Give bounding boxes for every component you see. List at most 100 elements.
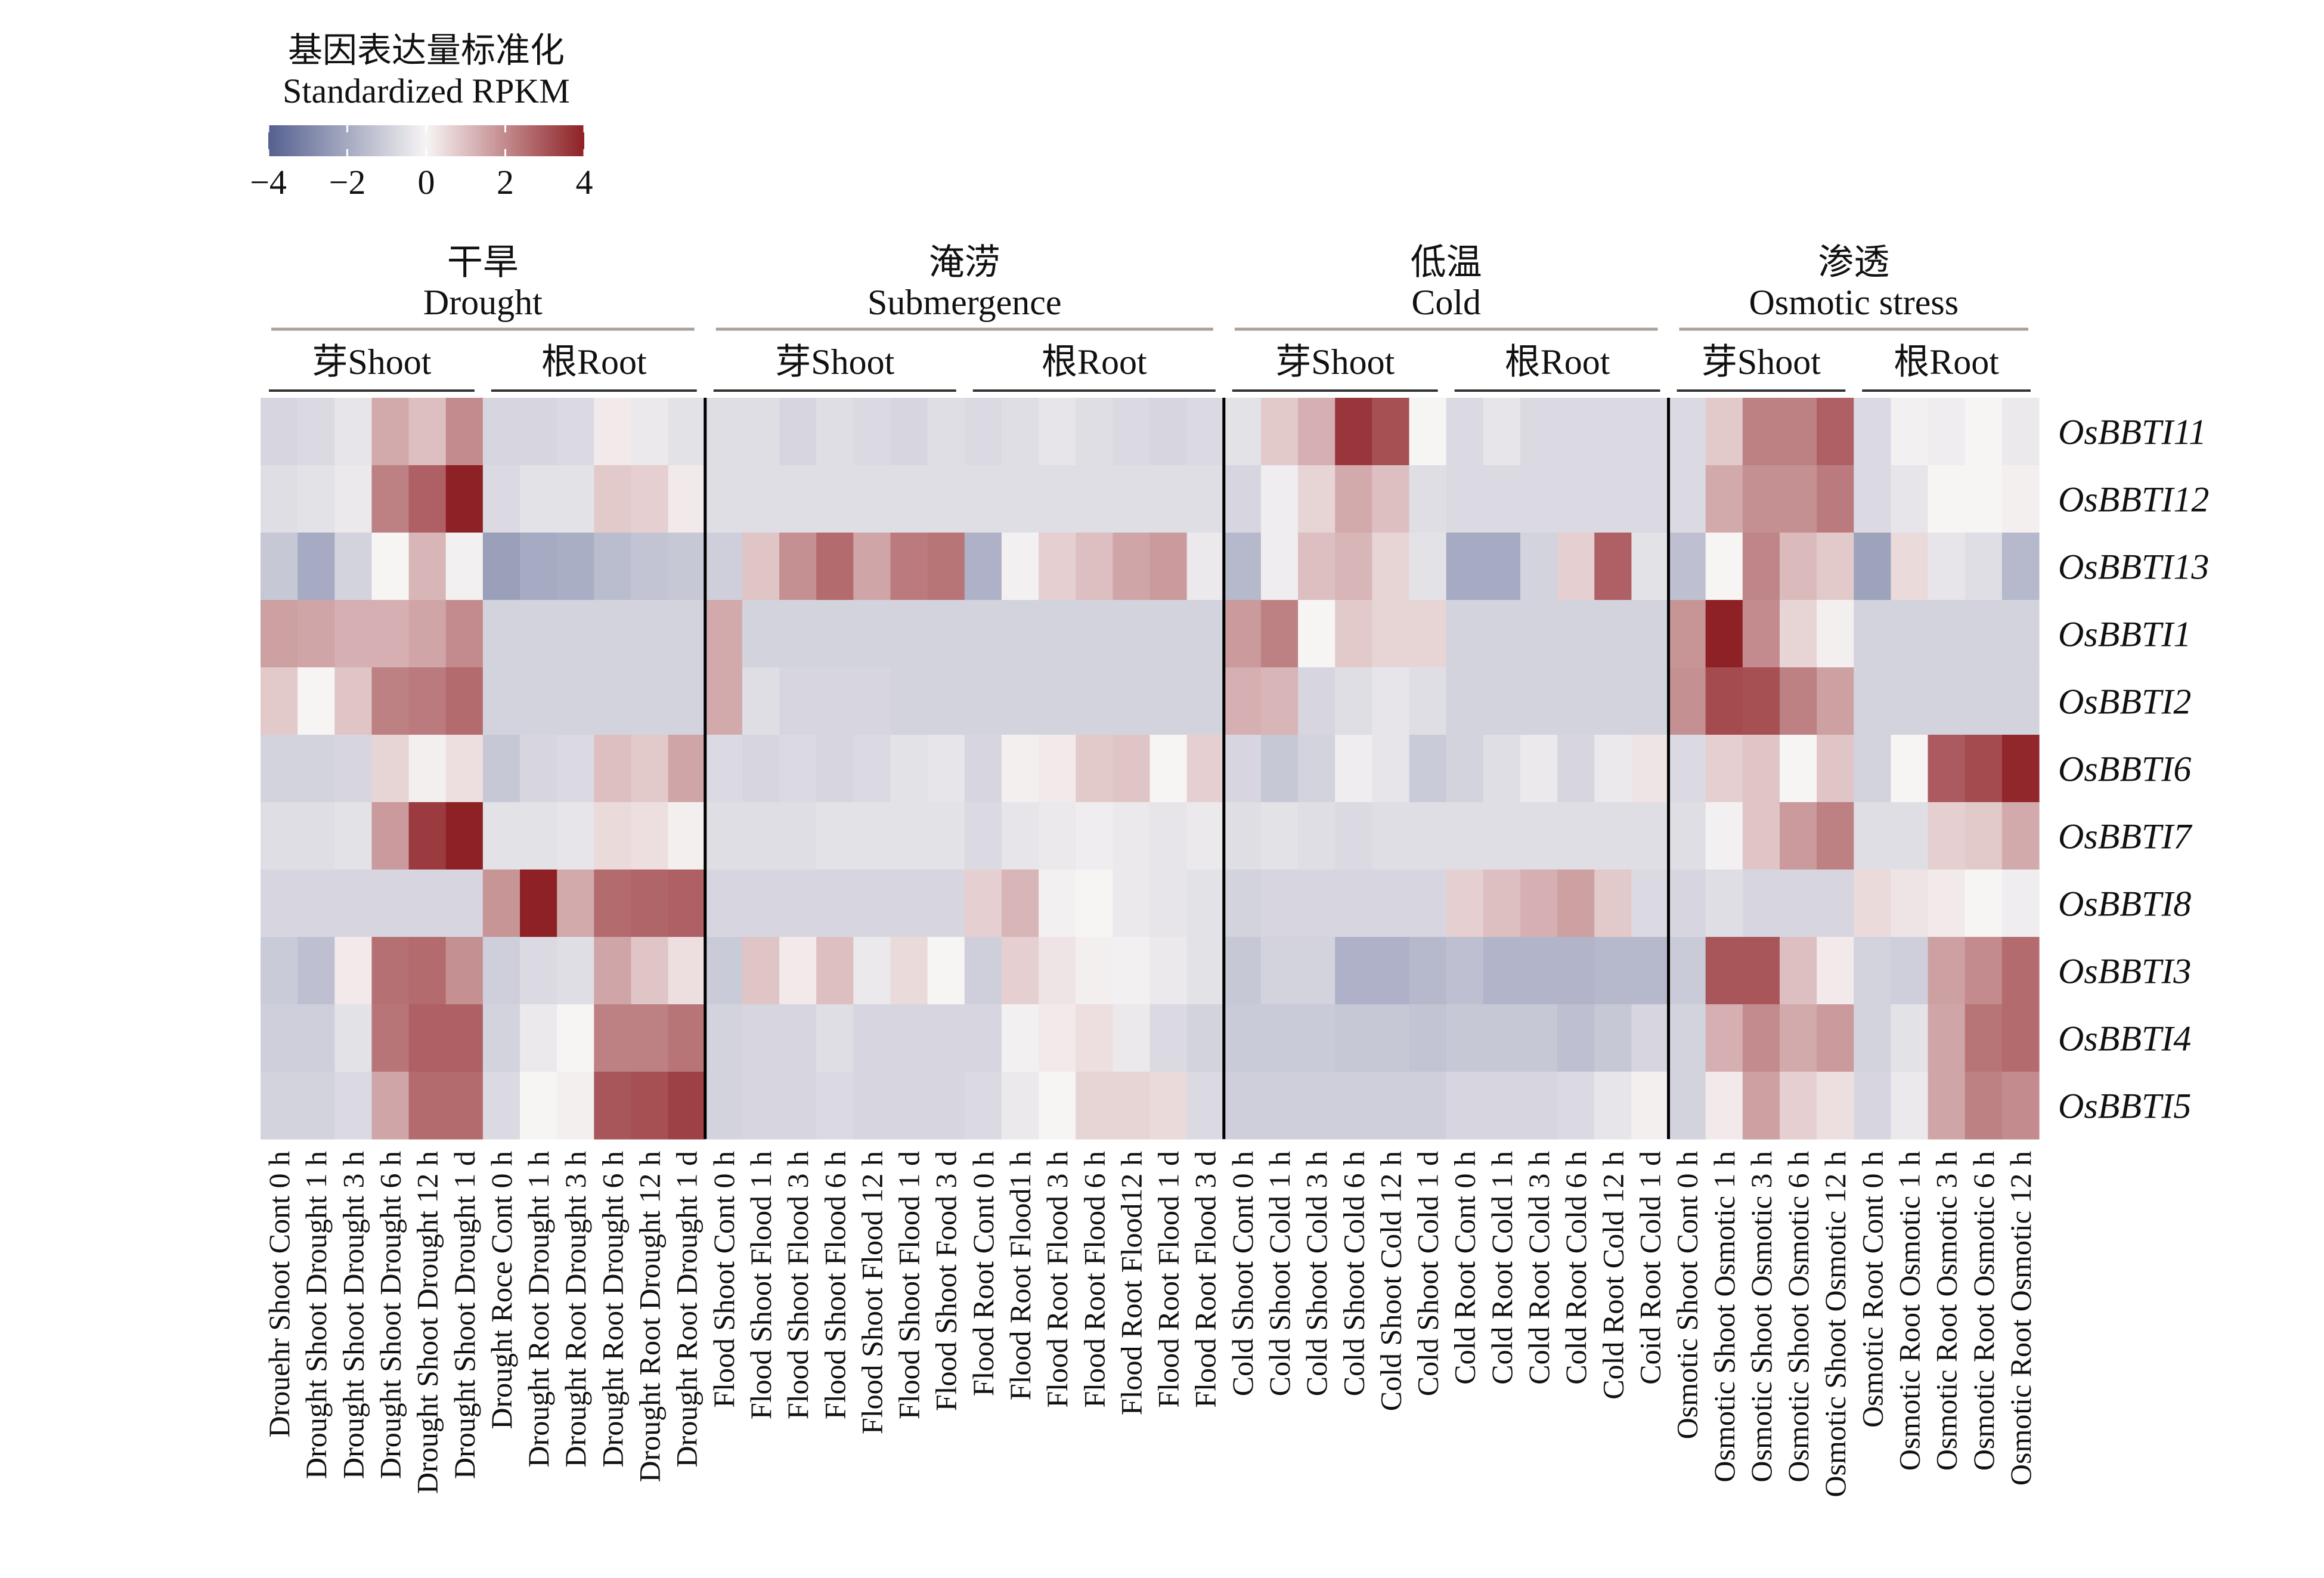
heatmap-cell [261,937,298,1005]
heatmap-cell [334,870,373,937]
heatmap-cell [853,667,891,735]
heatmap-cell [1779,465,1817,533]
column-label: Cold Shoot Cold 12 h [1374,1151,1407,1411]
row-label-gene: OsBBTI11 [2058,413,2207,452]
subgroup-label-shoot: 芽Shoot [1702,342,1821,382]
heatmap-cell [890,802,928,870]
heatmap-cell [1186,937,1225,1005]
heatmap-cell [1557,465,1595,533]
heatmap-cell [408,870,447,937]
heatmap-cell [1149,398,1188,466]
heatmap-cell [1483,465,1521,533]
heatmap-cell [853,533,891,601]
column-label: Cold Root Cold 6 h [1559,1151,1592,1385]
heatmap-cell [668,465,706,533]
heatmap-cell [1113,870,1151,937]
heatmap-cell [557,870,594,937]
heatmap-cell [2001,667,2040,735]
heatmap-cell [1891,1004,1929,1072]
column-label: Flood Shoot Food 3 d [929,1151,963,1411]
heatmap-cell [890,600,928,668]
heatmap-cell [594,667,632,735]
heatmap-cell [408,1004,447,1072]
heatmap-cell [1964,600,2003,668]
heatmap-cell [1001,465,1039,533]
heatmap-cell [816,533,854,601]
heatmap-cell [1817,533,1854,601]
heatmap-cell [408,465,447,533]
column-label: Cold Root Cont 0 h [1448,1151,1482,1385]
heatmap-cell [1594,870,1632,937]
heatmap-cell [1779,802,1817,870]
heatmap-cell [1113,802,1151,870]
heatmap-cell [1446,1004,1484,1072]
heatmap-cell [1409,398,1447,466]
heatmap-cell [1372,1004,1410,1072]
heatmap-cell [1446,398,1484,466]
heatmap-cell [742,937,780,1005]
legend-ticks: −4 −2 0 2 4 [250,125,593,202]
column-label: Cold Shoot Cont 0 h [1226,1151,1259,1396]
heatmap-cell [2001,937,2040,1005]
heatmap-cell [445,937,484,1005]
heatmap-cell [1928,600,1966,668]
heatmap-cell [1483,398,1521,466]
heatmap-cell [964,398,1002,466]
heatmap-cell [1779,398,1817,466]
heatmap-cell [1705,1072,1743,1140]
heatmap-cell [1001,870,1039,937]
heatmap-cell [1631,735,1669,803]
heatmap-cell [298,870,335,937]
heatmap-cell [890,1072,928,1140]
heatmap-cell [1817,1072,1854,1140]
heatmap-cell [668,533,706,601]
heatmap-cell [1039,735,1076,803]
heatmap-cell [1409,1004,1447,1072]
heatmap-cell [1372,1072,1410,1140]
heatmap-cell [334,1004,373,1072]
heatmap-cell [1742,870,1780,937]
column-label: Cold Root Cold 3 h [1522,1151,1555,1385]
heatmap-cell [594,1072,632,1140]
heatmap-cell [705,802,743,870]
heatmap-cell [1483,735,1521,803]
heatmap-cell [1335,667,1372,735]
heatmap-cell [1557,1004,1595,1072]
heatmap-cell [705,937,743,1005]
heatmap-cell [853,735,891,803]
heatmap-cell [1076,937,1113,1005]
heatmap-cell [1631,802,1669,870]
heatmap-cell [853,1072,891,1140]
heatmap-cell [1298,802,1335,870]
heatmap-cell [1631,1004,1669,1072]
heatmap-cell [1001,1004,1039,1072]
heatmap-cell [1409,600,1447,668]
column-label: Osmotic Shoot Osmotic 12 h [1818,1151,1852,1497]
heatmap-cell [816,937,854,1005]
heatmap-cell [705,465,743,533]
heatmap-cell [408,802,447,870]
heatmap-cell [2001,735,2040,803]
heatmap-cell [668,870,706,937]
heatmap-cell [334,667,373,735]
heatmap-cell [1891,465,1929,533]
heatmap-cell [631,1072,669,1140]
heatmap-cell [1223,1072,1262,1140]
heatmap-cell [1594,1072,1632,1140]
heatmap-cell [742,870,780,937]
heatmap-cell [261,1072,298,1140]
heatmap-cell [594,533,632,601]
heatmap-cell [1113,398,1151,466]
column-label: Drought Shoot Drought 3 h [336,1151,370,1479]
heatmap-cell [742,735,780,803]
heatmap-cell [557,802,594,870]
heatmap-cell [1817,398,1854,466]
heatmap-cell [371,1072,410,1140]
heatmap-cell [1076,802,1113,870]
heatmap-cell [1039,1004,1076,1072]
heatmap-cell [1594,533,1632,601]
legend-title-en: Standardized RPKM [283,72,570,110]
heatmap-cell [445,667,484,735]
heatmap-cell [298,735,335,803]
heatmap-cell [1186,667,1225,735]
